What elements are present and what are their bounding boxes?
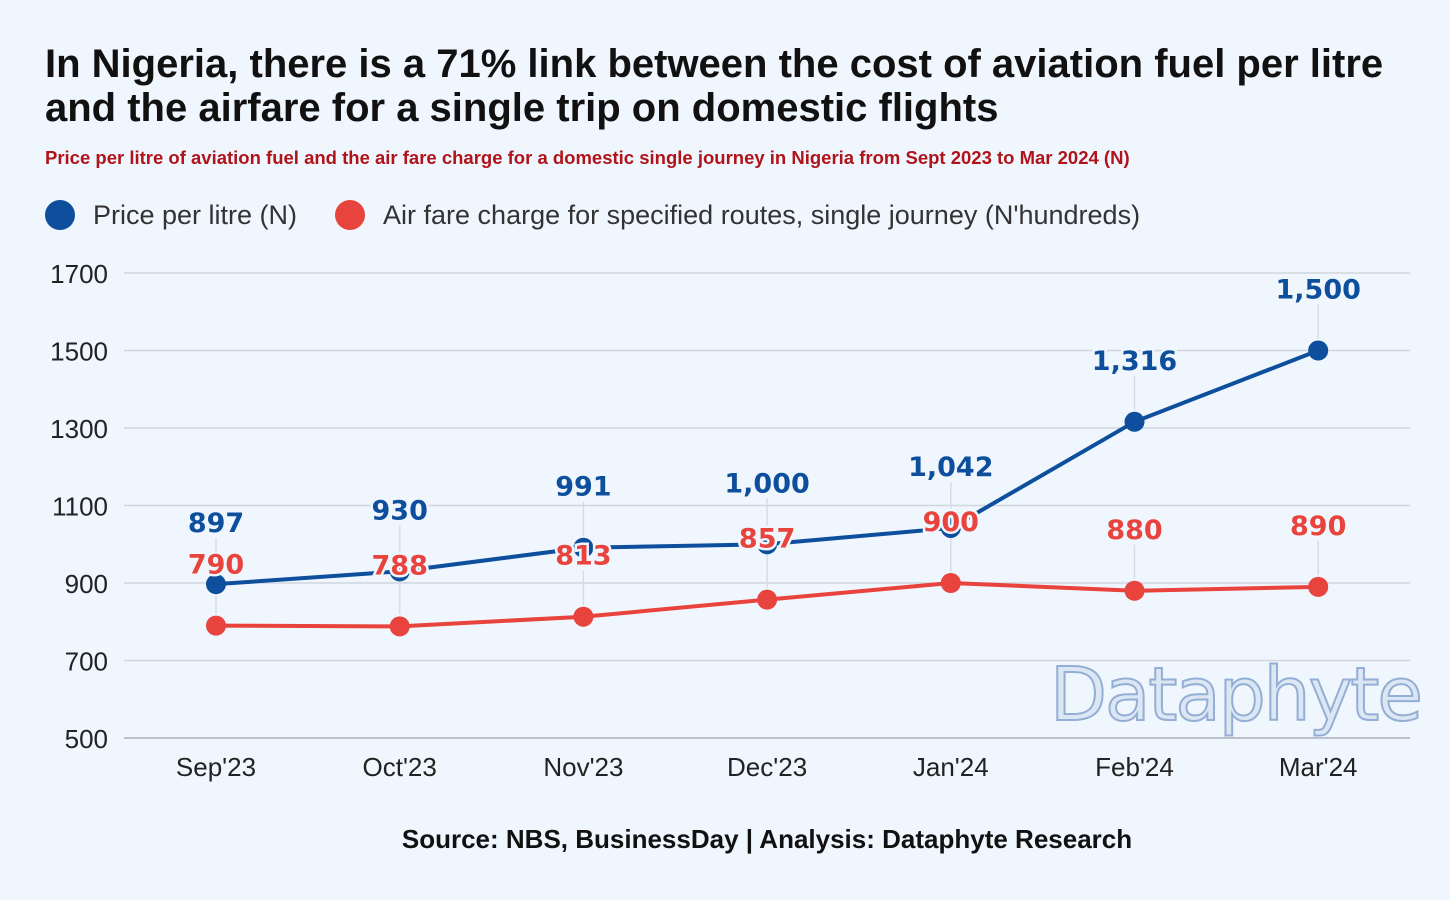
airfare-data-label: 890 [1290, 511, 1346, 542]
price-data-point [1124, 411, 1145, 432]
x-tick-label: Mar'24 [1279, 752, 1358, 782]
price-data-point [757, 534, 778, 555]
price-data-point [573, 537, 594, 558]
airfare-data-point [940, 573, 961, 593]
airfare-data-point [389, 616, 410, 637]
legend-swatch-airfare [335, 200, 366, 230]
price-data-label: 1,000 [724, 468, 809, 499]
y-tick-label: 1100 [52, 492, 108, 522]
legend: Price per litre (N) Air fare charge for … [45, 198, 1178, 232]
chart-subtitle: Price per litre of aviation fuel and the… [45, 147, 1130, 168]
price-data-label: 930 [372, 495, 428, 526]
y-tick-label: 900 [65, 569, 108, 599]
x-tick-label: Dec'23 [727, 752, 807, 782]
airfare-data-point [1308, 576, 1329, 597]
price-data-point [1308, 340, 1329, 361]
legend-item-airfare: Air fare charge for specified routes, si… [335, 200, 1140, 231]
y-tick-label: 1300 [50, 414, 108, 444]
price-data-label: 897 [188, 508, 244, 539]
source-note: Source: NBS, BusinessDay | Analysis: Dat… [401, 824, 1133, 854]
price-data-label: 1,500 [1275, 275, 1360, 306]
airfare-data-label: 900 [923, 507, 979, 538]
x-tick-label: Oct'23 [363, 752, 437, 782]
y-tick-label: 500 [65, 724, 108, 754]
x-tick-label: Sep'23 [176, 752, 256, 782]
x-tick-label: Jan'24 [913, 752, 989, 782]
airfare-data-point [206, 615, 226, 636]
airfare-data-label: 813 [555, 541, 611, 572]
legend-label-price: Price per litre (N) [93, 199, 298, 230]
price-data-point [940, 517, 961, 538]
y-tick-label: 1500 [50, 337, 108, 367]
price-data-label: 991 [555, 472, 611, 503]
airfare-data-point [757, 589, 778, 610]
x-tick-label: Nov'23 [543, 752, 623, 782]
y-tick-label: 1700 [50, 259, 108, 289]
legend-item-price: Price per litre (N) [45, 200, 297, 231]
price-data-label: 1,316 [1092, 346, 1177, 377]
chart-title: In Nigeria, there is a 71% link between … [45, 42, 1384, 130]
y-tick-label: 700 [65, 647, 108, 677]
legend-label-airfare: Air fare charge for specified routes, si… [383, 199, 1141, 230]
airfare-data-point [1124, 580, 1145, 601]
x-tick-label: Feb'24 [1095, 752, 1174, 782]
dataphyte-watermark-logo: Dataphyte [1049, 651, 1424, 739]
airfare-data-label: 857 [739, 524, 795, 555]
legend-swatch-price [45, 200, 75, 230]
airfare-data-point [573, 606, 594, 627]
airfare-data-label: 788 [372, 550, 428, 581]
price-data-label: 1,042 [908, 452, 993, 483]
airfare-data-label: 880 [1106, 515, 1162, 546]
airfare-data-label: 790 [188, 550, 244, 581]
price-data-point [206, 574, 226, 595]
price-data-point [389, 561, 410, 582]
